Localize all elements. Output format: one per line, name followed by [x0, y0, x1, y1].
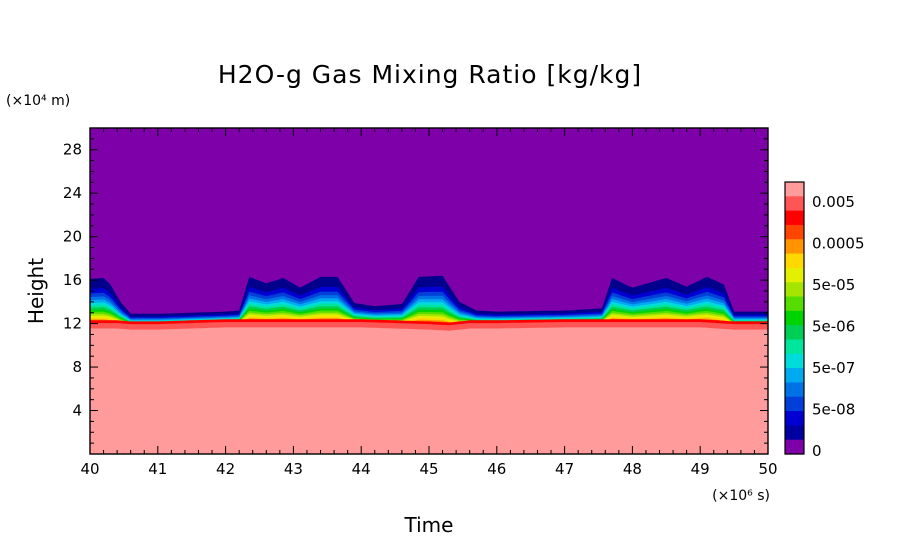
colorbar-label: 0.0005 — [812, 235, 865, 253]
colorbar-swatch — [785, 368, 804, 384]
y-tick-label: 28 — [63, 141, 82, 159]
y-tick-label: 24 — [63, 184, 82, 202]
colorbar-swatch — [785, 425, 804, 441]
colorbar-swatch — [785, 239, 804, 255]
y-tick-label: 20 — [63, 228, 82, 246]
colorbar-label: 5e-08 — [812, 401, 855, 419]
y-axis-ticks: 4 8 12 16 20 24 28 — [63, 138, 768, 444]
y-axis-unit: (×10⁴ m) — [6, 93, 70, 109]
colorbar-swatch — [785, 396, 804, 412]
x-axis-unit: (×10⁶ s) — [712, 488, 770, 504]
colorbar-swatch — [785, 196, 804, 212]
colorbar-swatch — [785, 210, 804, 226]
contour-level-18 — [90, 327, 768, 454]
colorbar-swatch — [785, 224, 804, 240]
x-axis-ticks: 40 41 42 43 44 45 46 47 48 49 50 — [80, 128, 778, 478]
y-tick-label: 16 — [63, 271, 82, 289]
y-tick-label: 8 — [72, 358, 82, 376]
colorbar-label: 5e-06 — [812, 318, 855, 336]
colorbar-swatch — [785, 382, 804, 398]
colorbar-swatch — [785, 339, 804, 355]
x-tick-label: 47 — [555, 460, 574, 478]
x-tick-label: 48 — [623, 460, 642, 478]
x-tick-label: 45 — [419, 460, 438, 478]
x-tick-label: 42 — [216, 460, 235, 478]
colorbar-swatch — [785, 439, 804, 455]
colorbar-frame — [784, 181, 805, 455]
x-axis-label: Time — [404, 513, 454, 537]
y-tick-label: 12 — [63, 315, 82, 333]
colorbar-swatch — [785, 253, 804, 269]
colorbar-swatch — [785, 325, 804, 341]
colorbar-swatch — [785, 411, 804, 426]
colorbar-label: 0.005 — [812, 193, 855, 211]
x-tick-label: 43 — [284, 460, 303, 478]
chart-title: H2O-g Gas Mixing Ratio [kg/kg] — [218, 60, 642, 89]
colorbar-label: 5e-05 — [812, 276, 855, 294]
colorbar-label: 5e-07 — [812, 359, 855, 377]
y-axis-label: Height — [24, 258, 48, 324]
colorbar-label: 0 — [812, 442, 822, 460]
plot-area — [89, 127, 769, 455]
x-tick-label: 44 — [352, 460, 371, 478]
x-tick-label: 46 — [487, 460, 506, 478]
colorbar-swatch — [785, 353, 804, 369]
x-tick-label: 40 — [80, 460, 99, 478]
colorbar-swatch — [785, 310, 804, 326]
x-tick-label: 50 — [758, 460, 777, 478]
colorbar-swatch — [785, 296, 804, 312]
colorbar-swatch — [785, 282, 804, 298]
colorbar-swatch — [785, 182, 804, 197]
x-tick-label: 49 — [691, 460, 710, 478]
y-tick-label: 4 — [72, 402, 82, 420]
colorbar-swatch — [785, 267, 804, 283]
colorbar: 0.005 0.0005 5e-05 5e-06 5e-07 5e-08 0 — [784, 181, 865, 460]
x-tick-label: 41 — [148, 460, 167, 478]
